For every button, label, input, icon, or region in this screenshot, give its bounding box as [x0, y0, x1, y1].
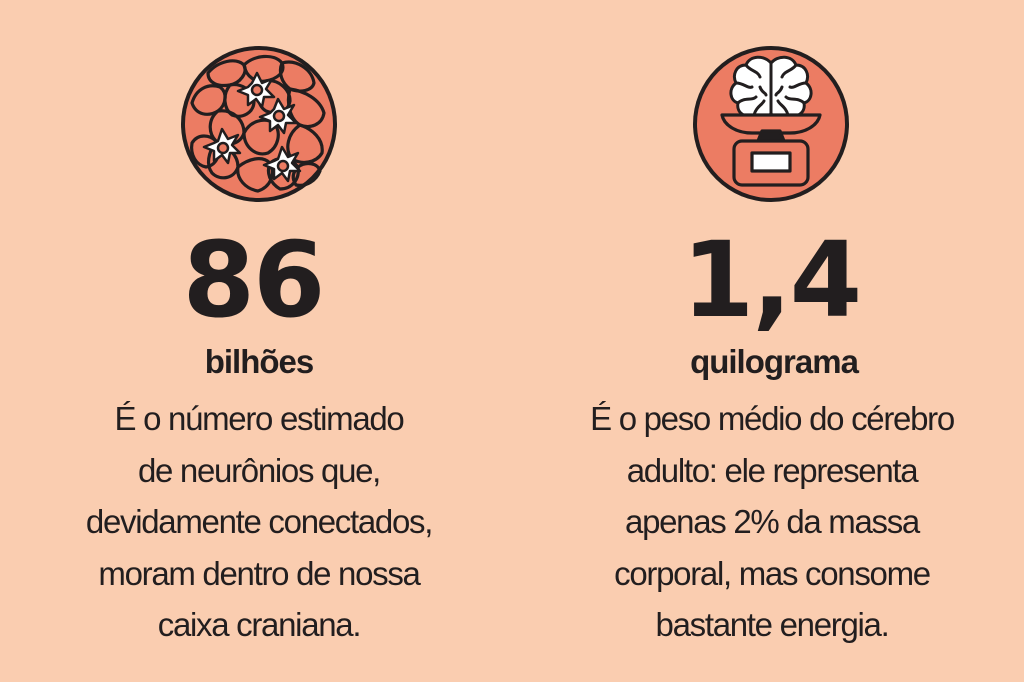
description-line: corporal, mas consome — [614, 554, 931, 592]
stat-number: 86 — [182, 219, 326, 341]
description-line: devidamente conectados, — [85, 503, 433, 540]
stat-unit: bilhões — [204, 343, 315, 380]
description-line: É o número estimado — [114, 400, 405, 437]
stat-description: É o número estimado de neurônios que, de… — [3, 393, 515, 651]
description-line: bastante energia. — [655, 606, 890, 643]
description-line: caixa craniana. — [157, 606, 362, 643]
stat-description: É o peso médio do cérebro adulto: ele re… — [516, 393, 1024, 651]
description-line: moram dentro de nossa — [98, 554, 421, 592]
stat-neurons: 86 bilhões É o número estimado de neurôn… — [3, 43, 515, 651]
description-line: É o peso médio do cérebro — [590, 400, 955, 437]
stat-brain-weight: 1,4 quilograma É o peso médio do cérebro… — [512, 0, 1024, 682]
neuron-cells-icon — [178, 43, 340, 205]
description-line: apenas 2% da massa — [625, 503, 920, 540]
description-line: adulto: ele representa — [626, 451, 919, 489]
stat-number: 1,4 — [681, 219, 862, 341]
brain-on-scale-icon — [690, 43, 852, 205]
stat-unit: quilograma — [690, 343, 859, 380]
description-line: de neurônios que, — [137, 451, 381, 489]
